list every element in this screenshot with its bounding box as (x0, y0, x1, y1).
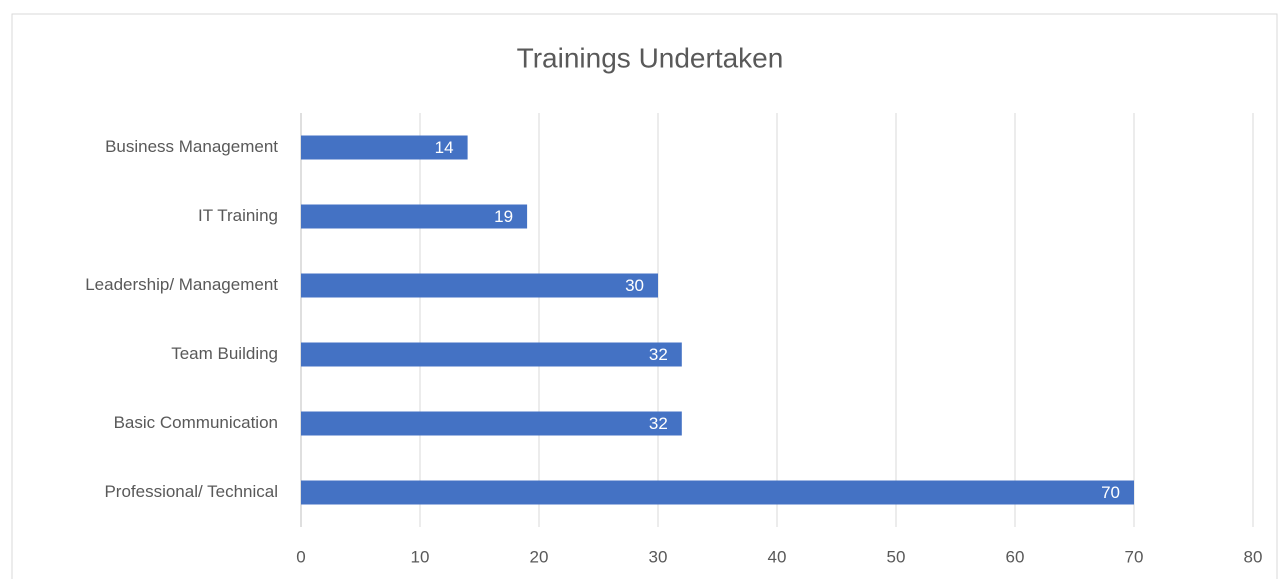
y-tick-label: Team Building (171, 344, 278, 363)
y-tick-label: IT Training (198, 206, 278, 225)
x-tick-label: 80 (1244, 547, 1263, 566)
x-tick-label: 40 (768, 547, 787, 566)
data-label: 32 (649, 345, 668, 364)
bar (301, 342, 682, 367)
data-label: 30 (625, 276, 644, 295)
x-tick-label: 0 (296, 547, 305, 566)
bar (301, 480, 1134, 505)
data-label: 19 (494, 207, 513, 226)
bar (301, 273, 658, 298)
y-tick-label: Business Management (105, 137, 278, 156)
data-label: 32 (649, 414, 668, 433)
x-tick-label: 20 (530, 547, 549, 566)
y-tick-label: Basic Communication (114, 413, 278, 432)
x-tick-label: 60 (1006, 547, 1025, 566)
bar (301, 411, 682, 436)
data-label: 70 (1101, 483, 1120, 502)
x-tick-label: 30 (649, 547, 668, 566)
x-tick-label: 10 (411, 547, 430, 566)
y-tick-label: Professional/ Technical (104, 482, 278, 501)
data-label: 14 (435, 138, 454, 157)
x-tick-label: 70 (1125, 547, 1144, 566)
chart-title: Trainings Undertaken (517, 42, 784, 73)
bar (301, 135, 468, 160)
y-tick-label: Leadership/ Management (85, 275, 278, 294)
x-tick-label: 50 (887, 547, 906, 566)
bar (301, 204, 528, 229)
